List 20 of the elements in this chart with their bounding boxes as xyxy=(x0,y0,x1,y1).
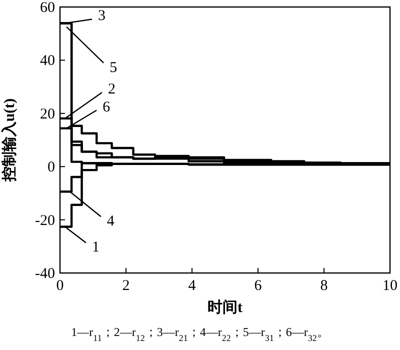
y-tick-label: -40 xyxy=(35,266,55,282)
x-tick-label: 4 xyxy=(188,278,196,294)
text: 1—r$_{11}$；2—r$_{12}$；3—r$_{21}$；4—r$_{22}$；5—r$_{31}$；6—r$_{32}$。 xyxy=(71,325,329,343)
x-axis-title: 时间t xyxy=(208,299,242,316)
x-tick-label: 10 xyxy=(382,278,398,294)
annotation: 5 xyxy=(110,60,118,76)
x-tick-label: 6 xyxy=(254,278,262,294)
annotation: 2 xyxy=(108,81,116,98)
annotation: 6 xyxy=(102,99,111,116)
annotation: 1 xyxy=(92,240,100,256)
x-tick-label: 8 xyxy=(320,278,328,294)
annotation: 4 xyxy=(106,214,115,230)
annotation: 3 xyxy=(98,8,106,24)
y-tick-label: 40 xyxy=(40,53,55,70)
y-tick-label: -20 xyxy=(35,212,55,229)
x-tick-label: 2 xyxy=(122,278,130,294)
y-axis-title: 控制输入u(t) xyxy=(1,98,18,183)
y-tick-label: 60 xyxy=(40,0,55,16)
y-tick-label: 0 xyxy=(48,160,55,176)
y-tick-label: 20 xyxy=(40,106,55,122)
